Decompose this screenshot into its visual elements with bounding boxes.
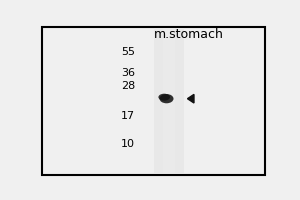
Text: 36: 36 xyxy=(121,68,135,78)
Text: 17: 17 xyxy=(121,111,135,121)
Polygon shape xyxy=(188,94,194,103)
Text: m.stomach: m.stomach xyxy=(154,28,224,41)
Ellipse shape xyxy=(158,94,170,101)
Text: 28: 28 xyxy=(121,81,135,91)
FancyBboxPatch shape xyxy=(154,28,184,173)
FancyBboxPatch shape xyxy=(42,27,266,175)
Ellipse shape xyxy=(160,94,173,103)
Text: 10: 10 xyxy=(121,139,135,149)
Text: 55: 55 xyxy=(121,47,135,57)
FancyBboxPatch shape xyxy=(163,28,175,173)
